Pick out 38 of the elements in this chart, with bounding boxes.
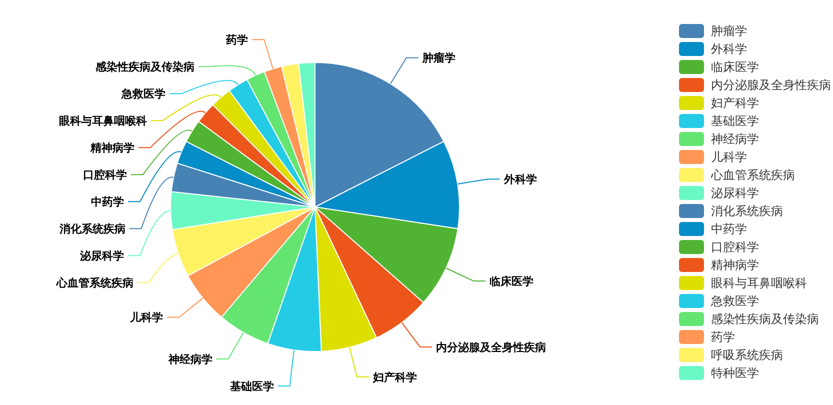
legend-label: 儿科学 [711,150,747,164]
slice-label: 消化系统疾病 [58,222,126,236]
legend-label: 妇产科学 [711,96,759,110]
slice-label: 眼科与耳鼻咽喉科 [58,114,147,128]
slice-label: 内分泌腺及全身性疾病 [436,340,546,354]
legend-label: 临床医学 [711,60,759,74]
legend-label: 急救医学 [710,294,759,308]
legend-label: 呼吸系统疾病 [711,348,783,362]
slice-label: 临床医学 [490,274,534,288]
slice-label: 妇产科学 [372,370,417,384]
slice-label: 泌尿科学 [79,249,124,262]
slice-label: 急救医学 [120,87,166,100]
legend-label: 心血管系统疾病 [710,168,795,182]
legend-label: 精神病学 [711,258,759,272]
slice-label: 神经病学 [167,352,212,366]
legend-label: 眼科与耳鼻咽喉科 [711,276,807,290]
legend-label: 口腔科学 [711,240,759,254]
legend-label: 感染性疾病及传染病 [711,312,819,326]
legend-label: 肿瘤学 [711,24,747,38]
slice-label: 感染性疾病及传染病 [94,60,195,74]
slice-label: 药学 [225,33,248,46]
legend-label: 内分泌腺及全身性疾病 [711,78,831,92]
legend-label: 基础医学 [711,114,759,128]
legend-label: 特种医学 [711,366,759,380]
slice-label: 中药学 [91,195,124,208]
legend-label: 泌尿科学 [711,186,759,200]
legend-label: 中药学 [711,222,747,236]
slice-label: 儿科学 [129,311,164,324]
slice-label: 肿瘤学 [421,52,456,65]
legend-label: 药学 [711,330,735,344]
slice-label: 基础医学 [228,380,274,393]
legend-label: 神经病学 [711,132,759,146]
slice-label: 心血管系统疾病 [55,276,134,290]
legend-label: 消化系统疾病 [711,204,783,218]
legend-label: 外科学 [711,42,747,56]
slice-label: 精神病学 [89,141,134,154]
slice-label: 口腔科学 [83,168,128,182]
slice-label: 外科学 [502,172,537,186]
